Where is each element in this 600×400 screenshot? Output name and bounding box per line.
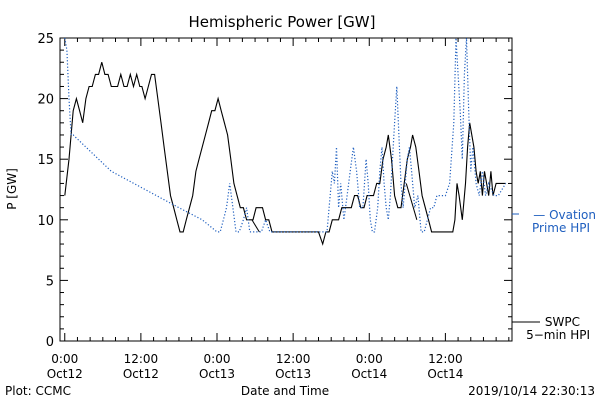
legend-ovation-prime: — Ovation Prime HPI [512, 208, 596, 235]
x-tick-date-label: Oct12 [123, 367, 159, 381]
series-swpc-segment [405, 183, 418, 220]
legend-ovation-line2: Prime HPI [532, 221, 590, 235]
x-tick-time-label: 12:00 [124, 352, 159, 366]
y-tick-label: 0 [46, 335, 54, 350]
legend-ovation-line1: — Ovation [533, 208, 596, 222]
y-tick-label: 10 [37, 214, 54, 229]
y-tick-label: 15 [37, 153, 54, 168]
x-axis-label: Date and Time [241, 384, 329, 398]
legend-swpc-line1: SWPC [545, 315, 580, 329]
x-tick-time-label: 0:00 [356, 352, 383, 366]
x-tick-date-label: Oct14 [351, 367, 387, 381]
y-tick-label: 20 [37, 93, 54, 108]
y-axis-label: P [GW] [5, 168, 19, 210]
x-tick-time-label: 12:00 [276, 352, 311, 366]
legend-swpc: SWPC 5−min HPI [512, 315, 590, 342]
series-swpc-line [64, 62, 506, 246]
x-tick-date-label: Oct13 [275, 367, 311, 381]
footer-plot-credit: Plot: CCMC [5, 384, 71, 398]
x-tick-date-label: Oct12 [47, 367, 83, 381]
y-tick-label: 25 [37, 32, 54, 47]
footer-timestamp: 2019/10/14 22:30:13 [468, 384, 595, 398]
x-tick-date-label: Oct14 [427, 367, 463, 381]
legend-swpc-line2: 5−min HPI [526, 328, 590, 342]
x-tick-time-label: 12:00 [428, 352, 463, 366]
y-tick-label: 5 [46, 274, 54, 289]
plot-frame [59, 37, 513, 342]
x-tick-time-label: 0:00 [51, 352, 78, 366]
y-axis: 0 5 10 15 20 25 [37, 32, 512, 350]
series-layer [64, 37, 507, 246]
series-swpc-segment [251, 219, 260, 233]
x-axis: 0:00Oct1212:00Oct120:00Oct1312:00Oct130:… [47, 38, 510, 381]
x-tick-date-label: Oct13 [199, 367, 235, 381]
x-tick-time-label: 0:00 [204, 352, 231, 366]
chart-title: Hemispheric Power [GW] [189, 13, 376, 31]
